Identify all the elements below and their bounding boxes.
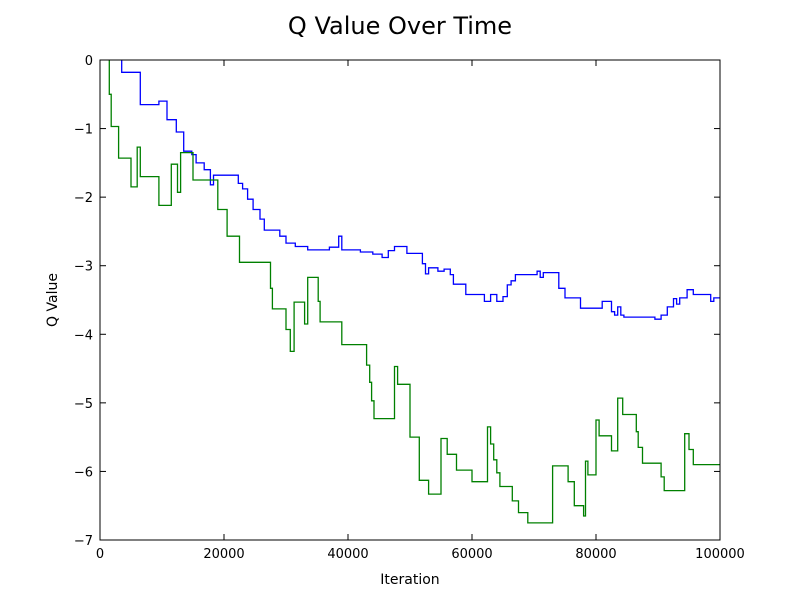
y-tick-label: −4 <box>74 328 93 343</box>
x-tick-label: 60000 <box>451 547 492 562</box>
x-tick-label: 40000 <box>327 547 368 562</box>
x-axis-ticks: 0 20000 40000 60000 80000 100000 <box>96 60 745 562</box>
x-tick-label: 0 <box>96 547 104 562</box>
y-tick-label: −2 <box>74 191 93 206</box>
y-tick-label: −5 <box>74 397 93 412</box>
plot-frame <box>99 59 721 541</box>
y-axis-ticks: 0 −1 −2 −3 −4 −5 −6 −7 <box>74 54 720 549</box>
x-tick-label: 20000 <box>203 547 244 562</box>
series-layer <box>108 60 720 524</box>
y-tick-label: −6 <box>74 465 93 480</box>
y-tick-label: −3 <box>74 260 93 275</box>
y-tick-label: −7 <box>74 534 93 549</box>
x-tick-label: 80000 <box>575 547 616 562</box>
y-axis-label: Q Value <box>45 273 61 327</box>
chart-title: Q Value Over Time <box>288 12 512 40</box>
y-tick-label: −1 <box>74 123 93 138</box>
series-line-2 <box>108 60 720 524</box>
x-axis-label: Iteration <box>380 572 439 588</box>
series-line-1 <box>121 60 720 320</box>
x-tick-label: 100000 <box>695 547 745 562</box>
y-tick-label: 0 <box>85 54 93 69</box>
